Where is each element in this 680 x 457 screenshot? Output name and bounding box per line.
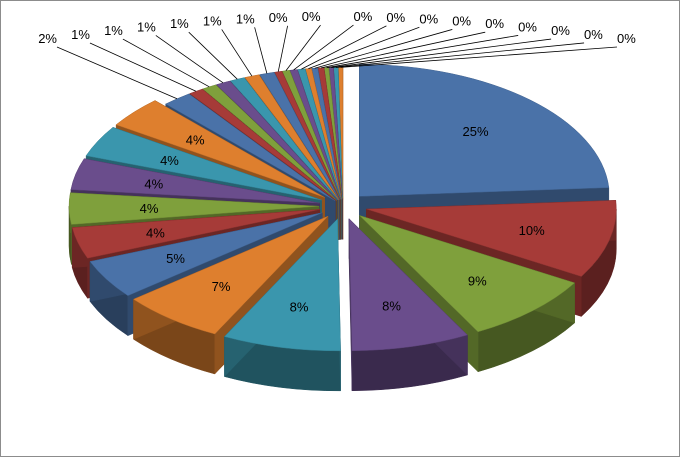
- data-labels-layer: 25%10%9%8%8%7%5%4%4%4%4%4%2% 1% 1% 1% 1% 1% 1%…: [38, 9, 636, 314]
- slice-top-face: [71, 209, 320, 259]
- leader-line: [293, 24, 354, 71]
- slice-top-face: [359, 215, 576, 333]
- slice-top-face: [165, 93, 336, 202]
- data-label: 1%: [236, 11, 255, 26]
- data-label: 0%: [353, 9, 372, 24]
- slice-top-face: [274, 70, 341, 200]
- data-label: 0%: [485, 16, 504, 31]
- leader-line: [301, 25, 387, 70]
- data-label: 1%: [104, 23, 123, 38]
- leader-line: [285, 24, 321, 71]
- data-label: 25%: [463, 124, 489, 139]
- slice-top-face: [115, 100, 325, 198]
- data-label: 4%: [146, 225, 165, 240]
- slice-top-face: [132, 216, 329, 335]
- slices-layer: [68, 64, 617, 392]
- leader-line: [89, 42, 197, 92]
- pie-slice: [223, 218, 341, 392]
- data-label: 0%: [302, 9, 321, 24]
- data-label: 1%: [137, 19, 156, 34]
- slice-top-face: [366, 200, 617, 277]
- slice-top-face: [244, 74, 340, 200]
- data-label: 4%: [160, 153, 179, 168]
- data-label: 0%: [419, 11, 438, 26]
- data-label: 4%: [144, 176, 163, 191]
- leader-line: [188, 31, 238, 80]
- slice-top-face: [223, 218, 341, 352]
- leader-line: [335, 42, 585, 68]
- leader-line: [155, 35, 224, 84]
- data-label: 0%: [269, 10, 288, 25]
- slice-top-face: [281, 70, 341, 200]
- data-label: 8%: [290, 299, 309, 314]
- data-label: 4%: [140, 201, 159, 216]
- slice-top-face: [359, 64, 610, 197]
- leader-line: [56, 46, 178, 100]
- pie-slice: [348, 218, 468, 392]
- data-label: 0%: [551, 23, 570, 38]
- data-label: 7%: [212, 279, 231, 294]
- slice-top-face: [70, 158, 320, 204]
- data-label: 1%: [170, 16, 189, 31]
- leader-line: [340, 46, 618, 68]
- leader-line: [122, 38, 210, 88]
- data-label: 4%: [186, 132, 205, 147]
- data-label: 1%: [203, 13, 222, 28]
- slice-top-face: [311, 67, 342, 200]
- data-label: 9%: [468, 273, 487, 288]
- data-label: 2%: [38, 31, 57, 46]
- leader-line: [320, 31, 486, 69]
- data-label: 0%: [617, 31, 636, 46]
- slice-top-face: [68, 192, 320, 225]
- slice-top-face: [259, 72, 340, 200]
- leader-line: [221, 29, 253, 77]
- data-label: 8%: [382, 299, 401, 314]
- leader-lines-layer: [56, 24, 618, 100]
- slice-top-face: [85, 127, 322, 201]
- slice-top-face: [89, 212, 323, 296]
- leader-line: [308, 26, 420, 69]
- slice-top-face: [202, 84, 338, 201]
- leader-line: [326, 35, 519, 69]
- data-label: 0%: [584, 27, 603, 42]
- leader-line: [277, 25, 288, 72]
- data-label: 1%: [71, 27, 90, 42]
- data-label: 5%: [166, 251, 185, 266]
- leader-line: [314, 29, 453, 69]
- slice-top-face: [348, 218, 468, 352]
- data-label: 0%: [386, 10, 405, 25]
- data-label: 0%: [452, 13, 471, 28]
- data-label: 10%: [519, 223, 545, 238]
- leader-line: [331, 38, 552, 68]
- leader-line: [254, 27, 268, 74]
- slice-top-face: [297, 68, 342, 200]
- data-label: 0%: [518, 19, 537, 34]
